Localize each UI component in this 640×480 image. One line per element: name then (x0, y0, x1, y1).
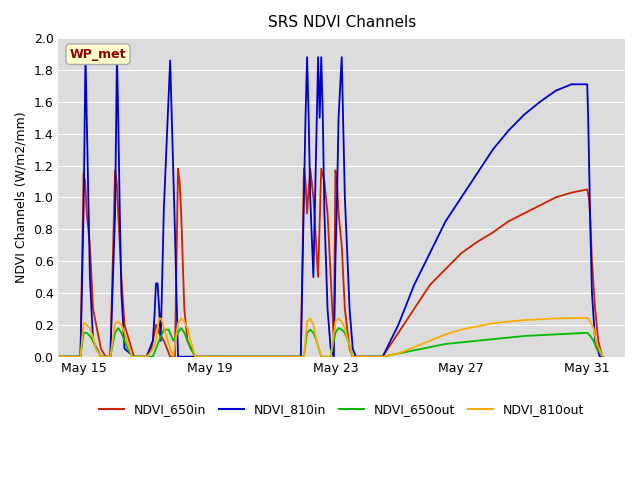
NDVI_810in (379, 354, 387, 360)
NDVI_810in (56, 354, 64, 360)
NDVI_810in (154, 280, 161, 286)
NDVI_650out (344, 338, 352, 344)
NDVI_650in (163, 346, 171, 352)
NDVI_650out (335, 325, 342, 331)
NDVI_650out (313, 338, 321, 344)
Y-axis label: NDVI Channels (W/m2/mm): NDVI Channels (W/m2/mm) (15, 111, 28, 283)
NDVI_650in (215, 354, 223, 360)
NDVI_810out (300, 354, 308, 360)
NDVI_810out (174, 320, 182, 326)
NDVI_650in (360, 354, 367, 360)
Line: NDVI_650in: NDVI_650in (60, 169, 603, 357)
NDVI_650in (174, 166, 182, 172)
NDVI_810in (599, 354, 607, 360)
NDVI_650out (599, 354, 607, 360)
NDVI_810out (56, 354, 64, 360)
NDVI_810out (124, 341, 131, 347)
Title: SRS NDVI Channels: SRS NDVI Channels (268, 15, 416, 30)
Line: NDVI_810in: NDVI_810in (60, 54, 603, 357)
Line: NDVI_650out: NDVI_650out (60, 328, 603, 357)
NDVI_810out (584, 315, 591, 321)
NDVI_650out (138, 354, 146, 360)
NDVI_810in (160, 205, 168, 211)
NDVI_810in (82, 51, 90, 57)
NDVI_810in (269, 354, 276, 360)
NDVI_650in (56, 354, 64, 360)
NDVI_650out (56, 354, 64, 360)
Text: WP_met: WP_met (70, 48, 126, 60)
NDVI_810out (180, 319, 188, 324)
NDVI_650out (106, 354, 114, 360)
Line: NDVI_810out: NDVI_810out (60, 318, 603, 357)
NDVI_810in (300, 194, 308, 200)
NDVI_810out (157, 315, 164, 321)
NDVI_650out (170, 338, 177, 344)
NDVI_650in (209, 354, 216, 360)
NDVI_810out (159, 319, 166, 324)
NDVI_810out (599, 354, 607, 360)
NDVI_650out (115, 325, 122, 331)
NDVI_650in (130, 354, 138, 360)
NDVI_650in (317, 166, 325, 172)
NDVI_650in (599, 354, 607, 360)
NDVI_810in (174, 354, 182, 360)
Legend: NDVI_650in, NDVI_810in, NDVI_650out, NDVI_810out: NDVI_650in, NDVI_810in, NDVI_650out, NDV… (94, 398, 589, 421)
